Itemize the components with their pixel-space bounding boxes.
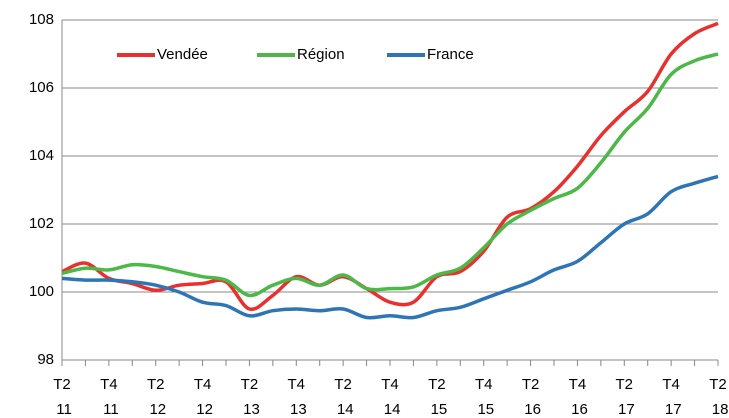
x-tick-label: T4 15 bbox=[473, 376, 494, 418]
legend-label: Vendée bbox=[157, 46, 208, 63]
x-tick-label: T4 17 bbox=[661, 376, 682, 418]
x-tick-label: T4 14 bbox=[380, 376, 401, 418]
series-line bbox=[61, 174, 719, 320]
x-tick-label: T4 11 bbox=[99, 376, 119, 418]
x-tick-label: T2 11 bbox=[52, 376, 72, 418]
y-tick-label: 98 bbox=[37, 351, 54, 368]
x-tick-label: T2 13 bbox=[239, 376, 260, 418]
x-tick-label: T4 12 bbox=[192, 376, 213, 418]
x-tick-label: T4 16 bbox=[567, 376, 588, 418]
legend-label: Région bbox=[297, 46, 345, 63]
series-line bbox=[61, 21, 719, 312]
y-tick-label: 104 bbox=[29, 147, 54, 164]
x-tick-label: T2 14 bbox=[333, 376, 354, 418]
series-line bbox=[61, 52, 719, 298]
x-tick-label: T2 18 bbox=[708, 376, 729, 418]
x-tick-label: T2 15 bbox=[426, 376, 447, 418]
x-tick-label: T2 17 bbox=[614, 376, 635, 418]
y-tick-label: 108 bbox=[29, 11, 54, 28]
y-tick-label: 100 bbox=[29, 283, 54, 300]
legend-label: France bbox=[427, 46, 474, 63]
y-tick-label: 102 bbox=[29, 215, 54, 232]
x-tick-label: T2 12 bbox=[145, 376, 166, 418]
y-tick-label: 106 bbox=[29, 79, 54, 96]
x-tick-label: T4 13 bbox=[286, 376, 307, 418]
x-tick-label: T2 16 bbox=[520, 376, 541, 418]
